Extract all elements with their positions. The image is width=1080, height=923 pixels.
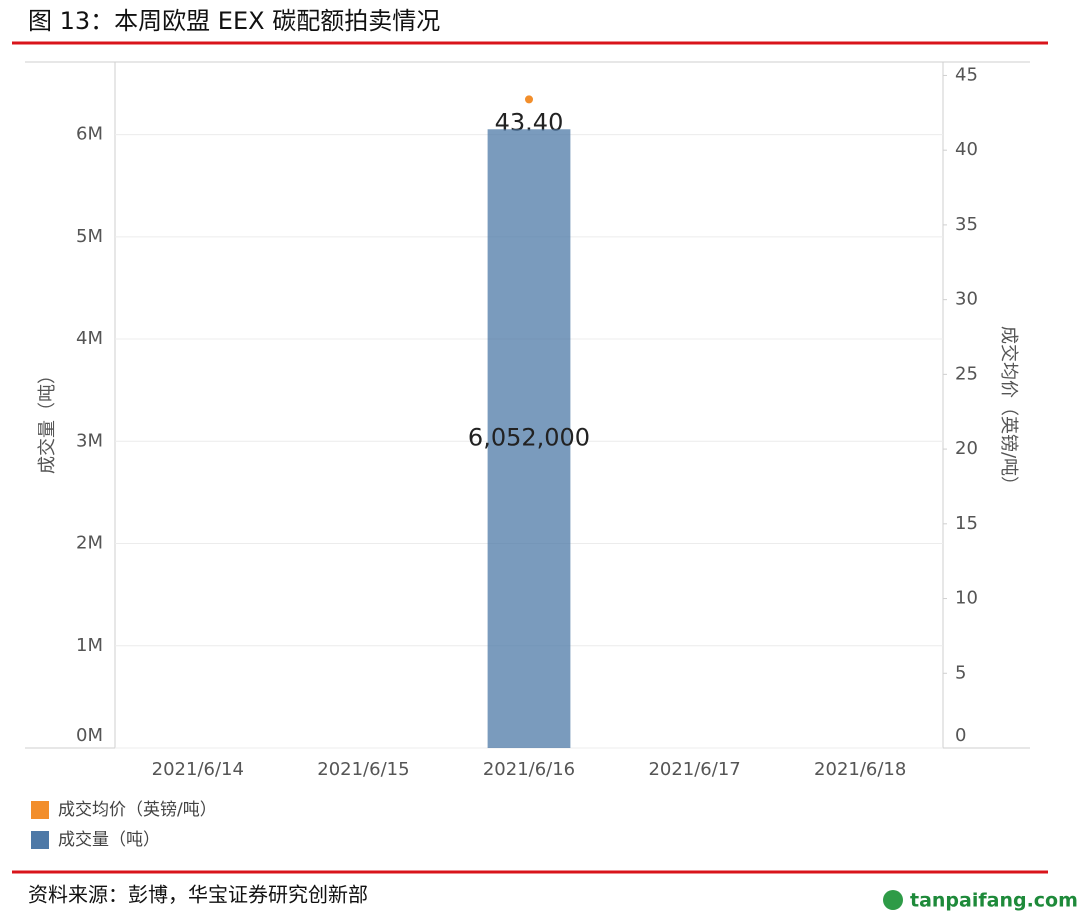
point [525, 95, 533, 104]
y-tick-label: 5M [76, 226, 103, 247]
y-tick-label: 4M [76, 328, 103, 349]
x-tick-label: 2021/6/15 [317, 759, 409, 780]
y2-tick-label: 10 [955, 588, 978, 609]
y2-tick-label: 35 [955, 214, 978, 235]
x-tick-label: 2021/6/18 [814, 759, 906, 780]
legend-label: 成交量（吨） [58, 830, 160, 850]
y2-axis-label: 成交均价（英镑/吨） [998, 326, 1019, 494]
y-tick-label: 3M [76, 430, 103, 451]
legend-swatch [31, 801, 49, 819]
legend-swatch [31, 831, 49, 849]
chart-title: 图 13：本周欧盟 EEX 碳配额拍卖情况 [28, 7, 440, 35]
y2-tick-label: 20 [955, 438, 978, 459]
y-axis-label: 成交量（吨） [37, 366, 58, 474]
x-tick-label: 2021/6/17 [648, 759, 740, 780]
legend-label: 成交均价（英镑/吨） [58, 800, 217, 820]
bar-label: 6,052,000 [468, 424, 590, 452]
y2-tick-label: 5 [955, 662, 966, 683]
y2-tick-label: 0 [955, 725, 966, 746]
x-tick-label: 2021/6/16 [483, 759, 575, 780]
y2-tick-label: 15 [955, 513, 978, 534]
y2-tick-label: 45 [955, 64, 978, 85]
y-tick-label: 0M [76, 725, 103, 746]
y-tick-label: 6M [76, 124, 103, 145]
source: 资料来源：彭博，华宝证券研究创新部 [28, 883, 368, 907]
y2-tick-label: 30 [955, 289, 978, 310]
logo-icon [883, 890, 903, 910]
y-tick-label: 2M [76, 533, 103, 554]
y2-tick-label: 25 [955, 363, 978, 384]
bar [487, 129, 571, 748]
watermark: tanpaifang.com [910, 890, 1078, 912]
x-tick-label: 2021/6/14 [152, 759, 244, 780]
y-tick-label: 1M [76, 635, 103, 656]
y2-tick-label: 40 [955, 139, 978, 160]
